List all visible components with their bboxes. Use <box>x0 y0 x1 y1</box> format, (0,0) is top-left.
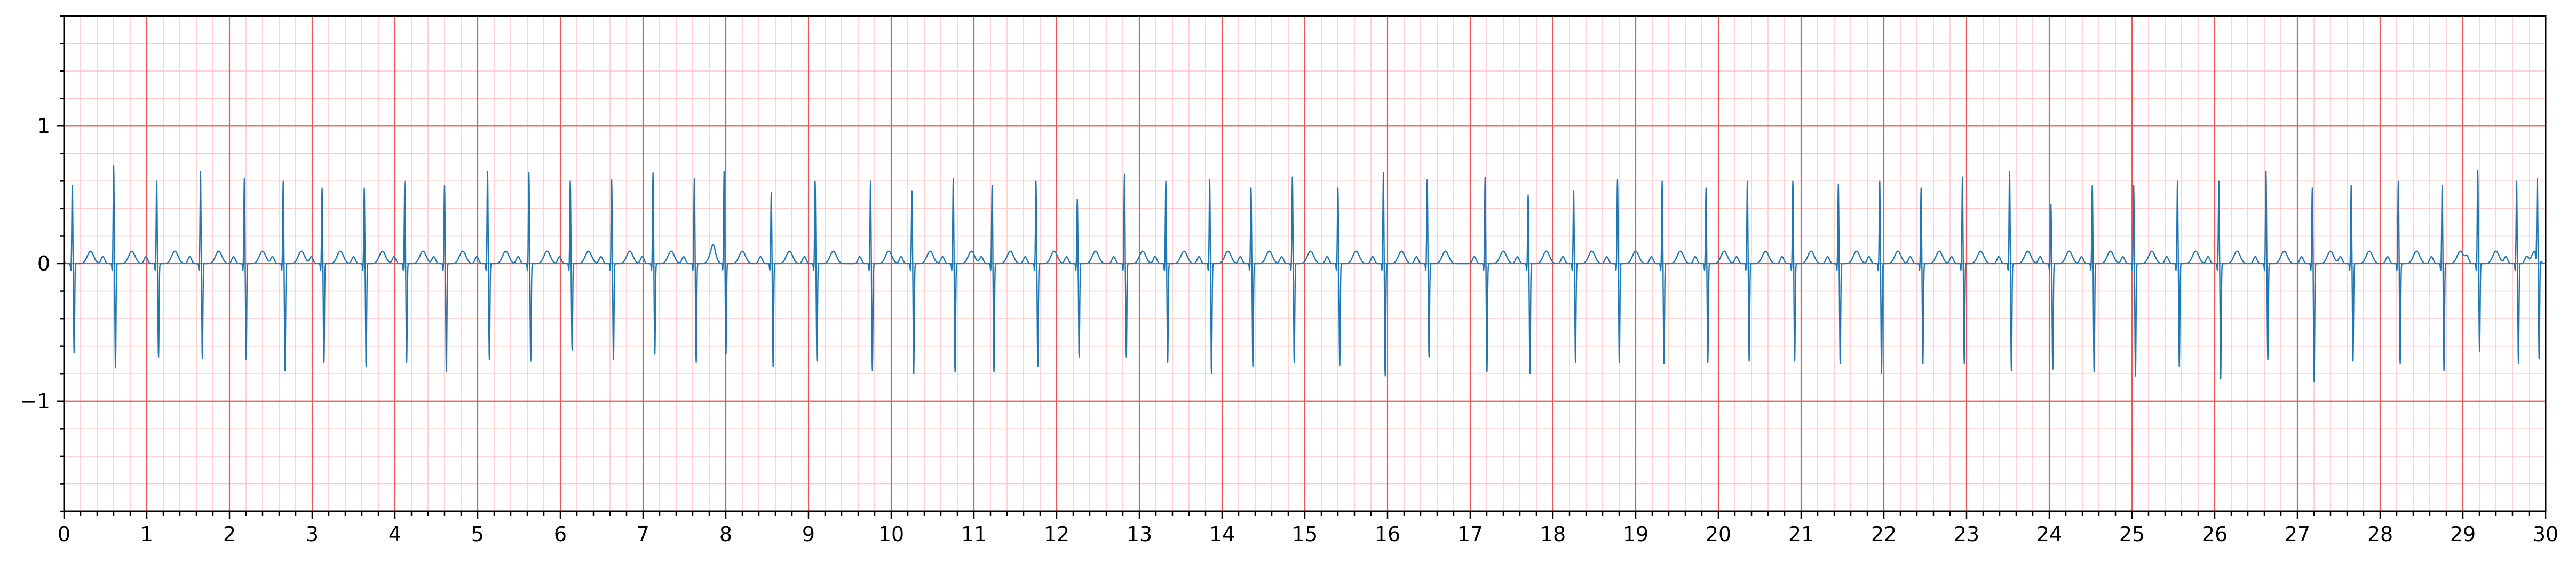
x-tick-label: 4 <box>389 522 401 546</box>
ecg-trace <box>63 165 2546 383</box>
x-tick-label: 10 <box>878 522 904 546</box>
y-tick-label: −1 <box>20 390 50 413</box>
x-tick-label: 24 <box>2036 522 2062 546</box>
x-tick-label: 11 <box>961 522 987 546</box>
x-tick-label: 19 <box>1623 522 1648 546</box>
y-tick-label: 1 <box>37 114 50 138</box>
x-tick-label: 22 <box>1871 522 1897 546</box>
x-tick-label: 7 <box>637 522 649 546</box>
y-tick-label: 0 <box>37 252 50 275</box>
x-tick-label: 27 <box>2285 522 2310 546</box>
x-tick-label: 30 <box>2533 522 2558 546</box>
x-tick-label: 8 <box>719 522 732 546</box>
x-tick-label: 0 <box>58 522 70 546</box>
x-tick-label: 25 <box>2119 522 2145 546</box>
x-tick-label: 28 <box>2367 522 2393 546</box>
x-tick-label: 16 <box>1375 522 1400 546</box>
x-tick-label: 20 <box>1706 522 1731 546</box>
x-tick-label: 17 <box>1457 522 1483 546</box>
axis-ticks <box>57 15 2547 519</box>
x-tick-label: 14 <box>1209 522 1235 546</box>
x-tick-label: 9 <box>802 522 815 546</box>
x-tick-label: 21 <box>1788 522 1814 546</box>
x-tick-label: 18 <box>1540 522 1566 546</box>
x-tick-label: 6 <box>554 522 567 546</box>
x-tick-label: 23 <box>1954 522 1979 546</box>
axis-tick-labels: 0 1 2 3 4 5 6 7 8 9 10 11 12 13 14 15 16 17 18 19 20 21 22 23 24… <box>20 114 2558 546</box>
x-tick-label: 1 <box>140 522 153 546</box>
x-tick-label: 26 <box>2202 522 2228 546</box>
x-tick-label: 2 <box>223 522 236 546</box>
x-tick-label: 15 <box>1292 522 1318 546</box>
series-layer <box>63 165 2546 383</box>
x-tick-label: 3 <box>306 522 319 546</box>
x-tick-label: 13 <box>1127 522 1152 546</box>
x-tick-label: 12 <box>1044 522 1069 546</box>
x-tick-label: 5 <box>471 522 484 546</box>
x-tick-label: 29 <box>2450 522 2476 546</box>
